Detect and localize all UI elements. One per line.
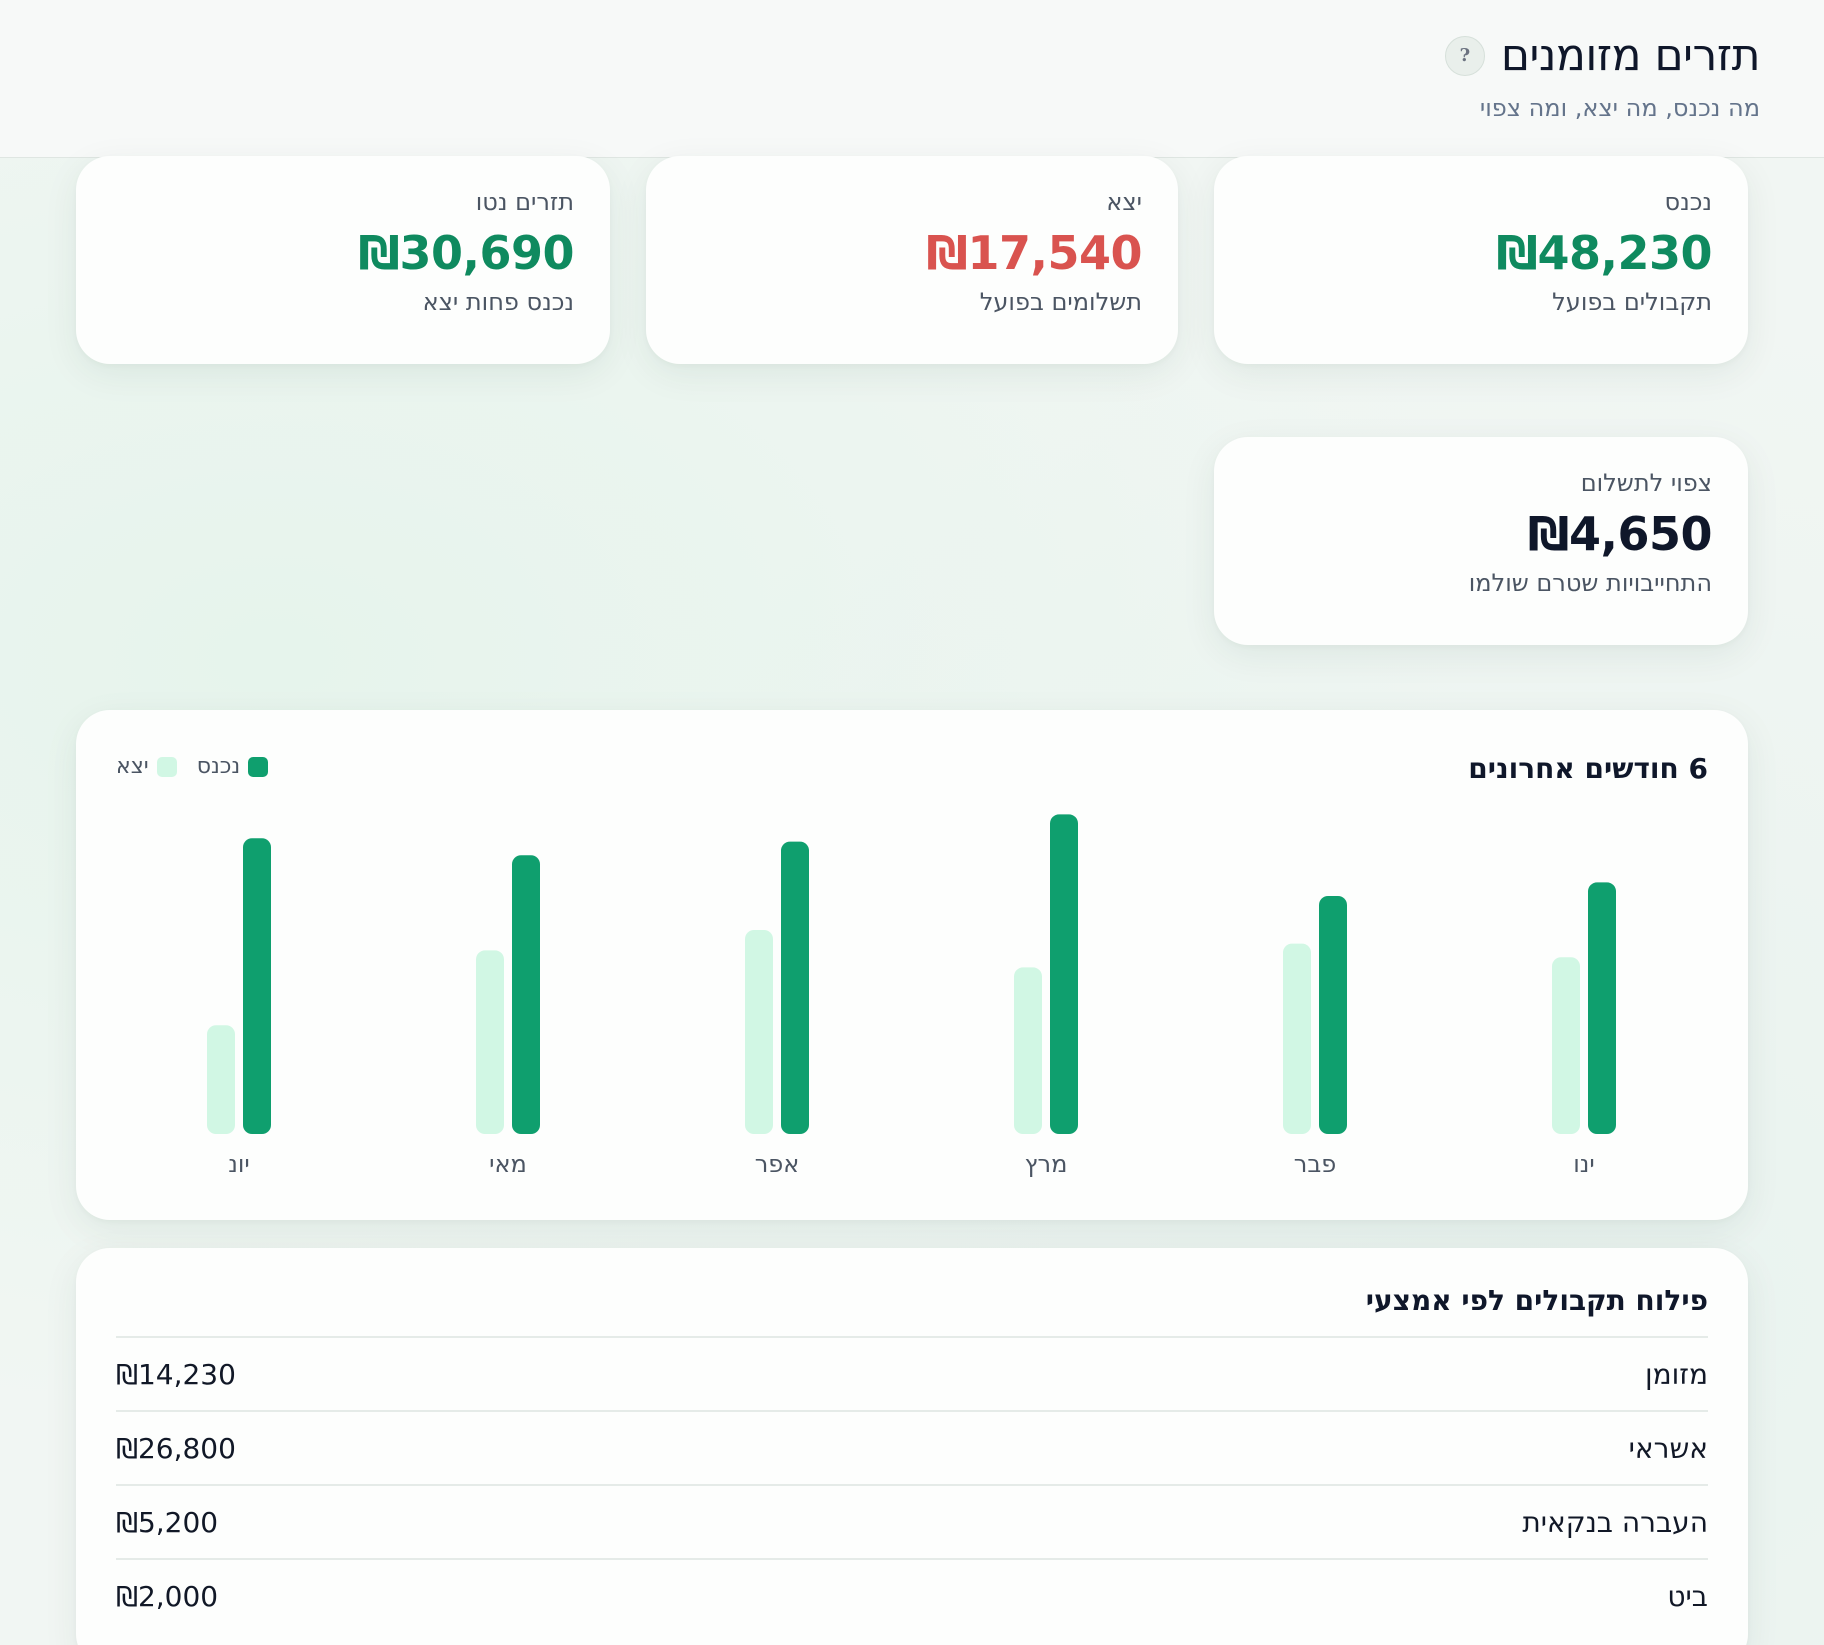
legend-income-label: נכנס: [196, 754, 241, 779]
breakdown-list: מזומן ₪14,230 אשראי ₪26,800 העברה בנקאית…: [116, 1336, 1708, 1632]
breakdown-row: ביט ₪2,000: [116, 1558, 1708, 1632]
bar-expense-4: [476, 950, 504, 1134]
income-value: ₪48,230: [1496, 225, 1712, 280]
bar-income-3: [781, 841, 809, 1134]
monthly-chart-card: 6 חודשים אחרונים נכנס יצא ינו פבר מרץ אפר מא…: [76, 710, 1748, 1220]
breakdown-row-label: ביט: [1667, 1579, 1708, 1613]
expected-note: התחייבויות שטרם שולמו: [1468, 568, 1712, 597]
bar-income-4: [512, 855, 540, 1134]
breakdown-title: פילוח תקבולים לפי אמצעי: [1365, 1284, 1708, 1317]
x-tick-label: ינו: [1573, 1150, 1595, 1178]
bar-chart: ינו פבר מרץ אפר מאי יונ: [207, 814, 1616, 1178]
legend-income-swatch: [248, 756, 269, 777]
bar-expense-1: [1283, 943, 1311, 1134]
expense-card: יצא ₪17,540 תשלומים בפועל: [646, 156, 1178, 364]
x-tick-label: מאי: [489, 1150, 527, 1178]
net-flow-card: תזרים נטו ₪30,690 נכנס פחות יצא: [76, 156, 610, 364]
legend-expense: יצא: [116, 754, 177, 779]
page-title: תזרים מזומנים: [1500, 30, 1761, 81]
bar-expense-3: [745, 930, 773, 1134]
breakdown-row-label: אשראי: [1628, 1431, 1708, 1465]
bar-expense-5: [207, 1025, 235, 1134]
title-row: תזרים מזומנים ?: [1444, 30, 1761, 81]
help-icon[interactable]: ?: [1444, 35, 1485, 76]
expense-label: יצא: [1106, 188, 1142, 216]
net-flow-note: נכנס פחות יצא: [422, 287, 574, 316]
breakdown-row-amount: ₪5,200: [116, 1505, 219, 1539]
bar-expense-2: [1014, 967, 1042, 1134]
breakdown-row-label: העברה בנקאית: [1522, 1505, 1708, 1539]
payment-method-breakdown-card: פילוח תקבולים לפי אמצעי מזומן ₪14,230 אש…: [76, 1248, 1748, 1645]
breakdown-row-amount: ₪2,000: [116, 1579, 219, 1613]
bar-income-1: [1319, 896, 1347, 1134]
x-tick-label: יונ: [228, 1150, 250, 1178]
expected-label: צפוי לתשלום: [1580, 469, 1712, 497]
page-subtitle: מה נכנס, מה יצא, ומה צפוי: [1479, 94, 1760, 122]
income-card: נכנס ₪48,230 תקבולים בפועל: [1214, 156, 1748, 364]
legend-expense-label: יצא: [116, 754, 149, 779]
income-label: נכנס: [1664, 188, 1712, 216]
page-header: תזרים מזומנים ? מה נכנס, מה יצא, ומה צפו…: [0, 0, 1824, 158]
income-note: תקבולים בפועל: [1552, 287, 1712, 316]
breakdown-row: העברה בנקאית ₪5,200: [116, 1484, 1708, 1558]
bar-income-5: [243, 838, 271, 1134]
net-flow-value: ₪30,690: [358, 225, 574, 280]
expected-payment-card: צפוי לתשלום ₪4,650 התחייבויות שטרם שולמו: [1214, 437, 1748, 645]
expense-note: תשלומים בפועל: [979, 287, 1142, 316]
legend-income: נכנס: [197, 754, 269, 779]
expected-value: ₪4,650: [1527, 506, 1713, 561]
bar-income-0: [1588, 882, 1616, 1134]
x-tick-label: מרץ: [1025, 1150, 1068, 1178]
net-flow-label: תזרים נטו: [475, 188, 574, 216]
bar-income-2: [1050, 814, 1078, 1134]
chart-legend: נכנס יצא: [116, 754, 269, 779]
chart-title: 6 חודשים אחרונים: [1468, 752, 1708, 785]
breakdown-row: אשראי ₪26,800: [116, 1410, 1708, 1484]
expense-value: ₪17,540: [926, 225, 1142, 280]
x-tick-label: אפר: [755, 1150, 800, 1178]
breakdown-row-label: מזומן: [1645, 1357, 1708, 1391]
bar-expense-0: [1552, 957, 1580, 1134]
legend-expense-swatch: [156, 756, 177, 777]
x-tick-label: פבר: [1294, 1150, 1336, 1178]
breakdown-row: מזומן ₪14,230: [116, 1336, 1708, 1410]
breakdown-row-amount: ₪26,800: [116, 1431, 236, 1465]
breakdown-row-amount: ₪14,230: [116, 1357, 236, 1391]
